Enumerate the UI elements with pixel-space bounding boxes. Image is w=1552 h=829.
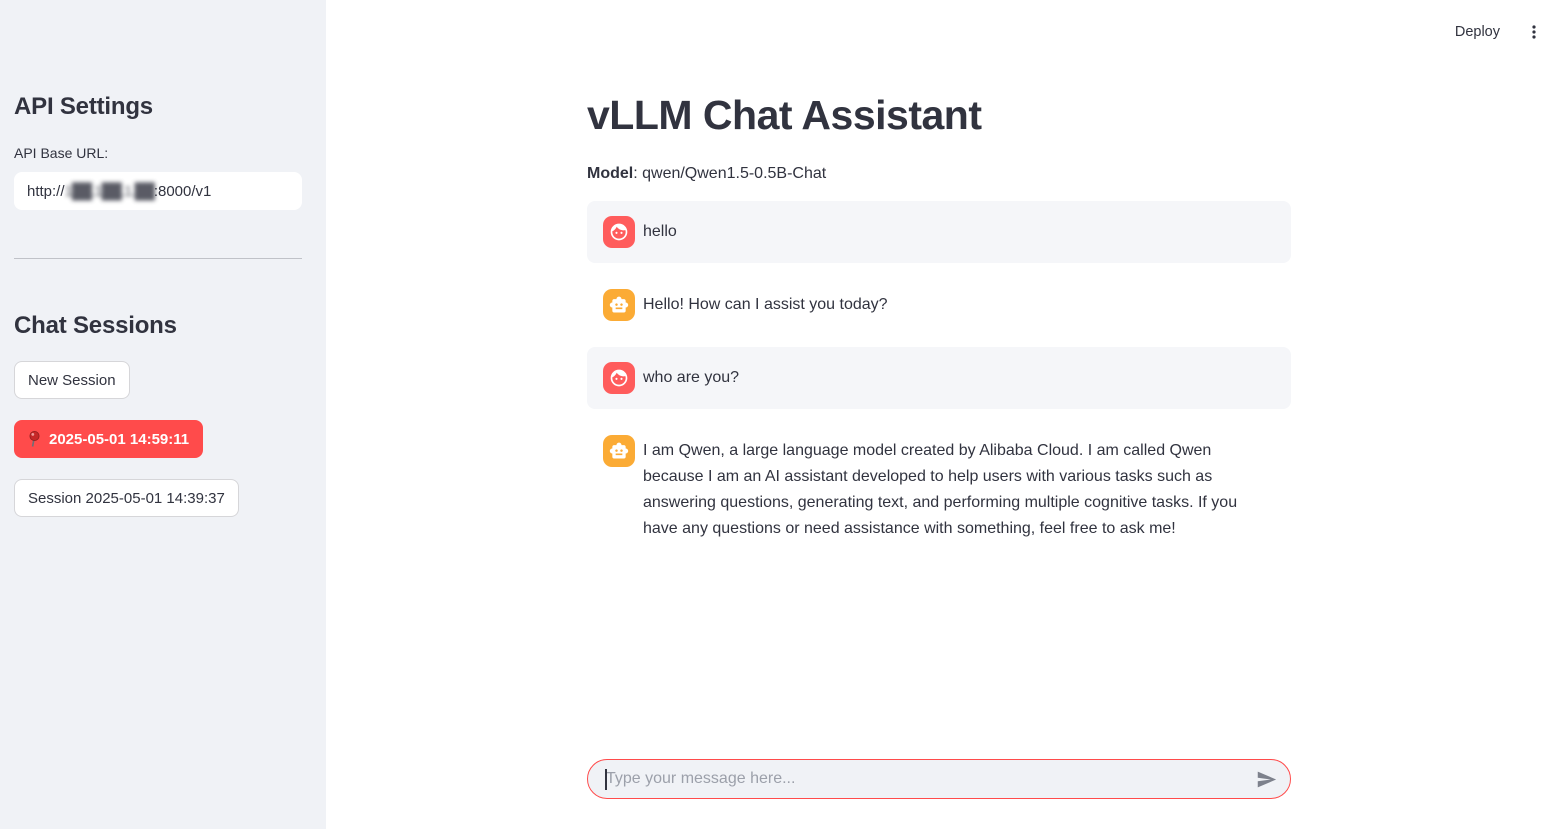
- chat-message-list: hello Hello! How can I assist you today?…: [587, 201, 1291, 557]
- model-value: : qwen/Qwen1.5-0.5B-Chat: [633, 165, 827, 182]
- model-line: Model: qwen/Qwen1.5-0.5B-Chat: [587, 165, 1291, 183]
- chat-input-container[interactable]: [587, 759, 1291, 799]
- sidebar: API Settings API Base URL: http://1██.1█…: [0, 0, 326, 829]
- kebab-menu-icon[interactable]: [1522, 20, 1546, 44]
- chat-message-input[interactable]: [588, 760, 1242, 798]
- chat-message-text: who are you?: [643, 369, 740, 386]
- chat-message-user: who are you?: [587, 347, 1291, 409]
- chat-message-user: hello: [587, 201, 1291, 263]
- sidebar-divider: [14, 258, 302, 259]
- send-button[interactable]: [1242, 760, 1290, 798]
- chat-message-text: Hello! How can I assist you today?: [643, 296, 888, 313]
- assistant-avatar-icon: [603, 289, 635, 321]
- chat-message-assistant: Hello! How can I assist you today?: [587, 274, 1291, 336]
- assistant-avatar-icon: [603, 435, 635, 467]
- page-title: vLLM Chat Assistant: [587, 92, 982, 138]
- url-suffix: :8000/v1: [153, 182, 212, 200]
- chat-sessions-heading: Chat Sessions: [14, 312, 177, 339]
- text-cursor: [605, 769, 607, 790]
- api-settings-heading: API Settings: [14, 93, 153, 120]
- app-header-actions: Deploy: [1455, 20, 1546, 44]
- api-base-url-input[interactable]: http://1██.1██.1.██:8000/v1: [14, 172, 302, 210]
- deploy-button[interactable]: Deploy: [1454, 24, 1500, 40]
- url-redacted: 1██.1██.1.██: [64, 182, 155, 200]
- url-prefix: http://: [27, 182, 65, 200]
- main-content: vLLM Chat Assistant Model: qwen/Qwen1.5-…: [326, 0, 1552, 829]
- session-button-active[interactable]: 2025-05-01 14:59:11: [14, 420, 204, 458]
- chat-message-text: I am Qwen, a large language model create…: [643, 442, 1238, 537]
- chat-message-text: hello: [643, 223, 677, 240]
- api-base-url-label: API Base URL:: [14, 145, 109, 161]
- new-session-button[interactable]: New Session: [14, 361, 130, 399]
- user-avatar-icon: [603, 362, 635, 394]
- model-label: Model: [587, 165, 634, 182]
- user-avatar-icon: [603, 216, 635, 248]
- chat-message-assistant: I am Qwen, a large language model create…: [587, 420, 1291, 557]
- pushpin-icon: [28, 430, 41, 448]
- session-button[interactable]: Session 2025-05-01 14:39:37: [14, 479, 239, 517]
- session-button-label: 2025-05-01 14:59:11: [49, 430, 190, 448]
